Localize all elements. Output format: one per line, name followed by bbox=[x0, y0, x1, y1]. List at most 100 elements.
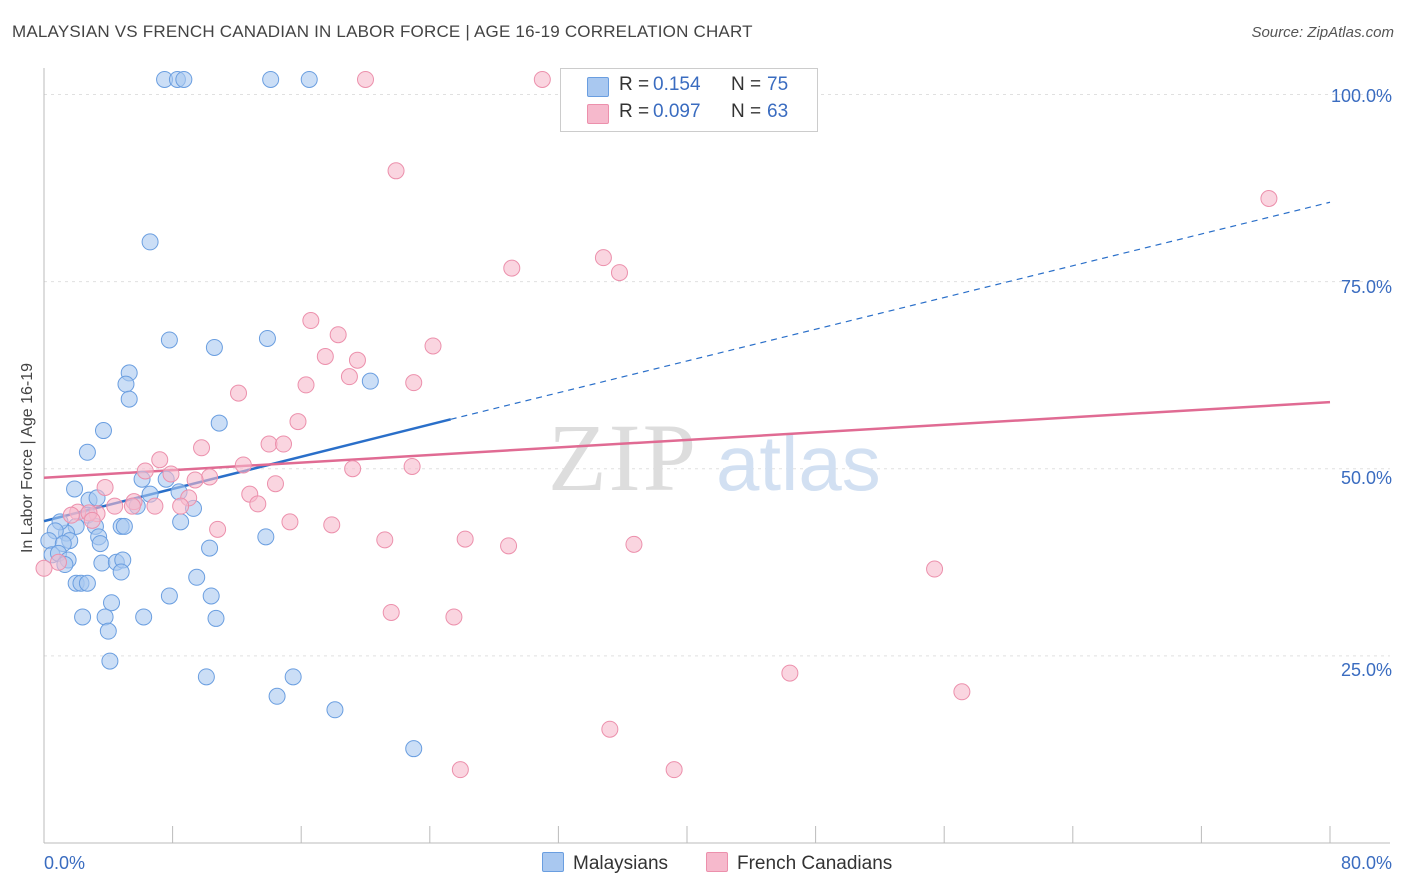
point-french-canadians bbox=[424, 337, 442, 355]
grid-lines bbox=[44, 93, 1390, 657]
point-french-canadians bbox=[456, 530, 474, 548]
point-french-canadians bbox=[302, 312, 320, 330]
bottom-legend-french-canadians: French Canadians bbox=[706, 852, 892, 875]
point-french-canadians bbox=[601, 720, 619, 738]
point-french-canadians bbox=[533, 70, 551, 88]
point-malaysians bbox=[101, 652, 119, 670]
y-tick-25: 25.0% bbox=[1340, 660, 1392, 680]
point-malaysians bbox=[96, 608, 114, 626]
point-french-canadians bbox=[234, 456, 252, 474]
point-malaysians bbox=[210, 414, 228, 432]
point-french-canadians bbox=[289, 413, 307, 431]
bottom-legend-swatch-malaysians bbox=[542, 852, 564, 872]
point-malaysians bbox=[103, 594, 121, 612]
point-malaysians bbox=[172, 513, 190, 531]
point-malaysians bbox=[117, 375, 135, 393]
point-malaysians bbox=[361, 372, 379, 390]
point-french-canadians bbox=[665, 761, 683, 779]
legend-r-value: 0.154 bbox=[653, 74, 701, 95]
bottom-legend-swatch-french-canadians bbox=[706, 852, 728, 872]
point-french-canadians bbox=[83, 511, 101, 529]
point-french-canadians bbox=[387, 162, 405, 180]
point-french-canadians bbox=[281, 513, 299, 531]
point-malaysians bbox=[160, 587, 178, 605]
watermark-zip: ZIP bbox=[548, 404, 698, 511]
point-french-canadians bbox=[451, 761, 469, 779]
legend-row-french-canadians: R = 0.097 N = 63 bbox=[561, 100, 817, 128]
point-french-canadians bbox=[625, 535, 643, 553]
point-malaysians bbox=[120, 390, 138, 408]
point-french-canadians bbox=[230, 384, 248, 402]
point-french-canadians bbox=[405, 374, 423, 392]
chart-title: MALAYSIAN VS FRENCH CANADIAN IN LABOR FO… bbox=[12, 22, 753, 41]
legend-n-label: N = bbox=[731, 101, 762, 122]
point-french-canadians bbox=[445, 608, 463, 626]
point-french-canadians bbox=[151, 451, 169, 469]
point-french-canadians bbox=[610, 264, 628, 282]
point-french-canadians bbox=[136, 462, 154, 480]
point-malaysians bbox=[326, 701, 344, 719]
point-french-canadians bbox=[953, 683, 971, 701]
point-malaysians bbox=[300, 70, 318, 88]
x-tick-max: 80.0% bbox=[1340, 853, 1392, 873]
point-french-canadians bbox=[340, 368, 358, 386]
point-french-canadians bbox=[403, 457, 421, 475]
point-malaysians bbox=[175, 70, 193, 88]
point-french-canadians bbox=[316, 347, 334, 365]
point-malaysians bbox=[78, 443, 96, 461]
point-malaysians bbox=[66, 480, 84, 498]
point-malaysians bbox=[135, 608, 153, 626]
point-french-canadians bbox=[260, 435, 278, 453]
point-french-canadians bbox=[162, 465, 180, 483]
bottom-legend-label-french-canadians: French Canadians bbox=[737, 853, 893, 874]
point-french-canadians bbox=[62, 506, 80, 524]
data-points bbox=[35, 70, 1278, 779]
point-french-canadians bbox=[323, 516, 341, 534]
trend-line-french-canadians bbox=[43, 400, 1331, 479]
legend-row-malaysians: R = 0.154 N = 75 bbox=[561, 73, 817, 101]
point-french-canadians bbox=[209, 520, 227, 538]
point-malaysians bbox=[141, 233, 159, 251]
legend-n-value: 75 bbox=[767, 74, 789, 95]
point-french-canadians bbox=[96, 478, 114, 496]
point-french-canadians bbox=[266, 475, 284, 493]
point-french-canadians bbox=[594, 249, 612, 267]
point-malaysians bbox=[115, 517, 133, 535]
point-malaysians bbox=[262, 70, 280, 88]
correlation-legend: R = 0.154 N = 75 R = 0.097 N = 63 bbox=[560, 68, 818, 132]
source-label: Source: ZipAtlas.com bbox=[1251, 24, 1394, 41]
point-french-canadians bbox=[35, 559, 53, 577]
point-french-canadians bbox=[926, 560, 944, 578]
point-malaysians bbox=[405, 740, 423, 758]
legend-r-label: R = bbox=[619, 74, 650, 95]
point-french-canadians bbox=[357, 70, 374, 88]
point-malaysians bbox=[257, 528, 275, 546]
point-malaysians bbox=[188, 568, 206, 586]
legend-swatch-french-canadians bbox=[587, 104, 609, 124]
legend-n-value: 63 bbox=[767, 101, 789, 122]
point-malaysians bbox=[78, 574, 96, 592]
y-tick-100: 100.0% bbox=[1330, 86, 1392, 106]
point-french-canadians bbox=[49, 553, 67, 571]
point-french-canadians bbox=[781, 664, 799, 682]
point-french-canadians bbox=[123, 497, 141, 515]
point-french-canadians bbox=[500, 537, 518, 555]
point-french-canadians bbox=[297, 376, 315, 394]
point-malaysians bbox=[205, 338, 223, 356]
point-french-canadians bbox=[348, 351, 366, 369]
point-malaysians bbox=[112, 563, 130, 581]
point-french-canadians bbox=[186, 471, 204, 489]
x-tick-min: 0.0% bbox=[44, 853, 86, 873]
point-malaysians bbox=[197, 668, 215, 686]
point-malaysians bbox=[94, 422, 112, 440]
point-malaysians bbox=[207, 609, 225, 627]
point-malaysians bbox=[74, 608, 92, 626]
point-malaysians bbox=[202, 587, 220, 605]
y-tick-75: 75.0% bbox=[1340, 277, 1392, 297]
point-malaysians bbox=[268, 687, 286, 705]
point-french-canadians bbox=[249, 495, 267, 513]
trend-dashed-malaysians bbox=[450, 201, 1331, 420]
point-french-canadians bbox=[376, 531, 394, 549]
point-malaysians bbox=[93, 554, 111, 572]
point-french-canadians bbox=[201, 468, 219, 486]
